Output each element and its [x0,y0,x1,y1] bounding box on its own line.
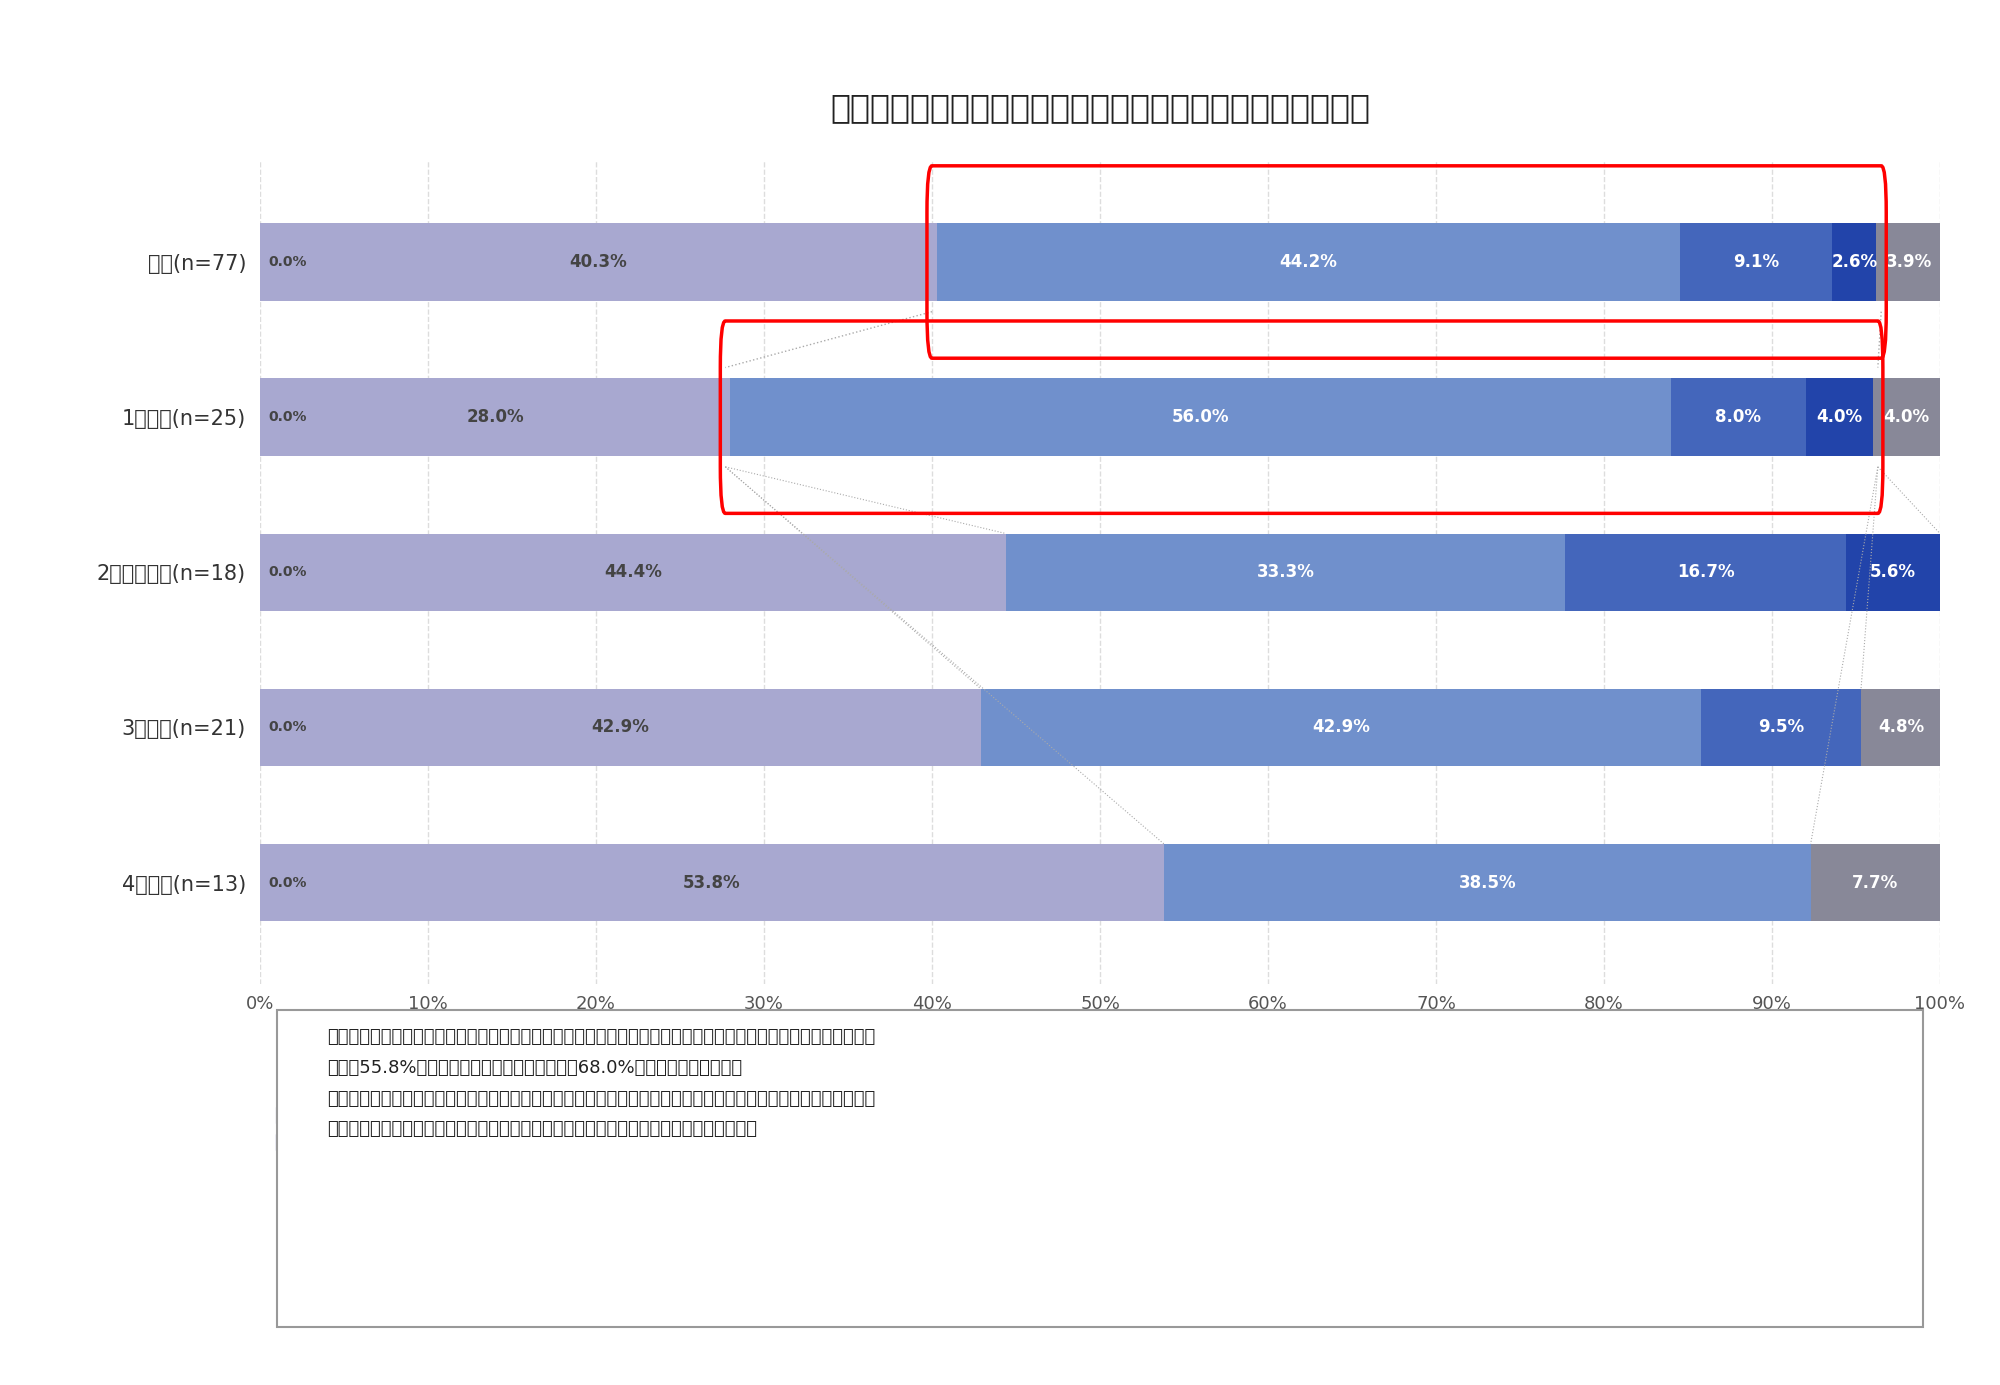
Text: 42.9%: 42.9% [1312,719,1370,737]
Bar [1702,688,1862,766]
Bar [1876,223,1942,301]
Bar [1862,688,1942,766]
Text: 0.0%: 0.0% [268,875,306,889]
Bar [1672,378,1806,456]
Text: 53.8%: 53.8% [684,874,740,892]
Bar [1810,843,1940,921]
Text: 42.9%: 42.9% [592,719,650,737]
Bar [1872,378,1940,456]
Bar [260,223,938,301]
Text: 0.0%: 0.0% [268,565,306,579]
Text: 28.0%: 28.0% [466,409,524,427]
Text: 0.0%: 0.0% [268,410,306,424]
Bar [1680,223,1832,301]
Bar [980,688,1702,766]
Legend: 1.影響はない, 2. ほとんど影響はない, 3. 影響はある, 4. だいぶ影響がある, 5. 大きな影響がある, 6. わからない: 1.影響はない, 2. ほとんど影響はない, 3. 影響はある, 4. だいぶ影… [270,1100,854,1159]
Text: 33.3%: 33.3% [1256,564,1314,582]
Text: 3.9%: 3.9% [1886,253,1932,271]
Bar [1846,533,1940,611]
Text: 4.8%: 4.8% [1878,719,1924,737]
Text: 9.5%: 9.5% [1758,719,1804,737]
Bar [260,688,980,766]
Bar [1006,533,1566,611]
FancyBboxPatch shape [276,1010,1924,1327]
Text: 現在のリモートワークによる職場への影響は、影響あり（「影響はある」～「大きな影響がある」まで）の比率が
全体で55.8%となった。この比率は組立系では68.0%: 現在のリモートワークによる職場への影響は、影響あり（「影響はある」～「大きな影響… [328,1028,876,1138]
Text: 4.0%: 4.0% [1884,409,1930,427]
Bar [730,378,1672,456]
Bar [1566,533,1846,611]
Text: 5.6%: 5.6% [1870,564,1916,582]
Text: 44.4%: 44.4% [604,564,662,582]
Bar [1164,843,1810,921]
Text: 44.2%: 44.2% [1280,253,1338,271]
Text: 0.0%: 0.0% [268,720,306,734]
Bar [260,843,1164,921]
Text: 16.7%: 16.7% [1676,564,1734,582]
Text: 9.1%: 9.1% [1732,253,1780,271]
Bar [938,223,1680,301]
Text: 4.0%: 4.0% [1816,409,1862,427]
Text: 図５　現在のリモートワークによる職場への影響（業種別）: 図５ 現在のリモートワークによる職場への影響（業種別） [830,91,1370,123]
Text: 40.3%: 40.3% [570,253,628,271]
Text: 2.6%: 2.6% [1832,253,1878,271]
Text: 56.0%: 56.0% [1172,409,1230,427]
Bar [1832,223,1876,301]
Bar [1806,378,1872,456]
Text: 38.5%: 38.5% [1458,874,1516,892]
Text: 7.7%: 7.7% [1852,874,1898,892]
Text: 8.0%: 8.0% [1716,409,1762,427]
Text: 0.0%: 0.0% [268,255,306,269]
Bar [260,378,730,456]
Bar [260,533,1006,611]
